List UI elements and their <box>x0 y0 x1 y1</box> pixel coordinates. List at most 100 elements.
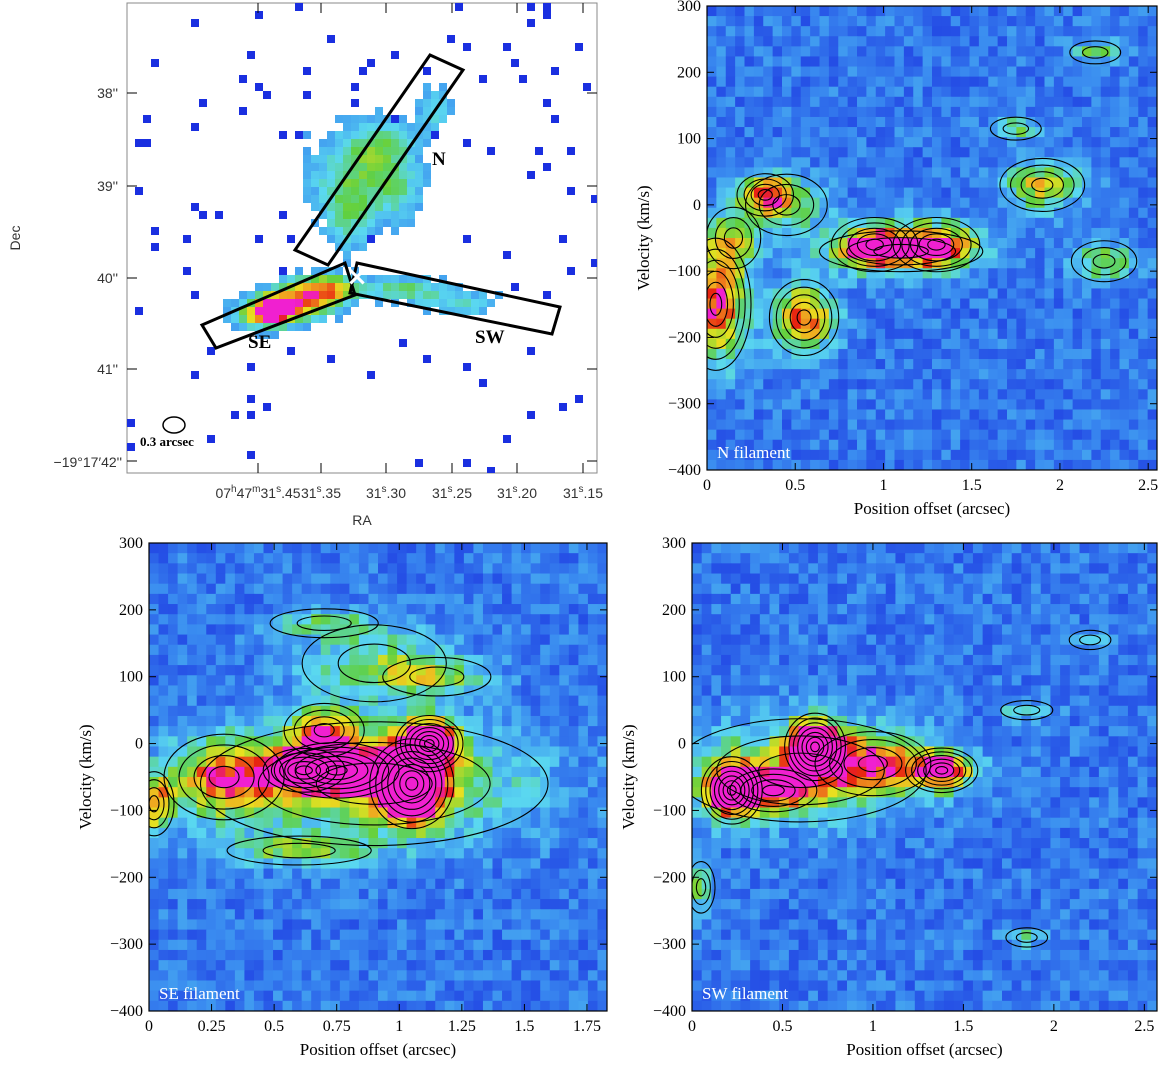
pv-pixel <box>234 899 246 910</box>
pv-pixel <box>158 919 169 931</box>
map-pixel <box>143 139 151 147</box>
pv-pixel <box>521 878 532 890</box>
pv-pixel <box>168 939 179 951</box>
pv-pixel <box>368 746 379 758</box>
pv-pixel <box>234 695 246 707</box>
pv-pixel <box>492 848 503 859</box>
pv-pixel <box>397 604 408 615</box>
pv-pixel <box>1016 26 1027 37</box>
pv-pixel <box>1110 137 1121 148</box>
pv-pixel <box>511 726 522 737</box>
pv-pixel <box>521 726 532 737</box>
pv-pixel <box>587 888 599 900</box>
pv-pixel <box>725 217 736 229</box>
pv-pixel <box>530 888 541 900</box>
pv-pixel <box>1072 127 1083 138</box>
pv-pixel <box>950 369 961 380</box>
pv-pixel <box>941 308 952 320</box>
pv-pixel <box>969 399 980 411</box>
pv-pixel <box>1035 6 1046 17</box>
pv-pixel <box>857 217 867 229</box>
pv-pixel <box>725 409 736 421</box>
pv-pixel <box>922 449 933 461</box>
pv-pixel <box>810 328 821 340</box>
map-pixel <box>351 115 359 123</box>
pv-pixel <box>502 705 513 717</box>
pv-pixel <box>282 665 293 676</box>
pv-pixel <box>301 899 312 910</box>
pv-pixel <box>463 573 475 585</box>
pv-pixel <box>772 419 783 431</box>
pv-pixel <box>435 848 446 859</box>
pv-pixel <box>725 248 736 259</box>
pv-pixel <box>549 553 560 564</box>
pv-pixel <box>903 328 914 340</box>
pv-pixel <box>828 459 839 470</box>
map-pixel <box>399 163 407 171</box>
pv-pixel <box>978 238 989 249</box>
pv-pixel <box>597 878 607 890</box>
pv-pixel <box>330 899 341 910</box>
pv-pixel <box>847 308 858 320</box>
pv-pixel <box>578 614 589 625</box>
pv-pixel <box>716 157 727 168</box>
pv-pixel <box>330 878 341 890</box>
map-pixel <box>407 123 415 131</box>
pv-pixel <box>482 909 494 921</box>
pv-pixel <box>772 217 783 229</box>
map-pixel <box>367 227 375 235</box>
pv-pixel <box>282 919 293 931</box>
pv-pixel <box>273 654 284 666</box>
pv-pixel <box>530 878 541 890</box>
pv-pixel <box>791 459 802 470</box>
pv-pixel <box>1147 379 1157 390</box>
pv-pixel <box>568 634 579 646</box>
pv-pixel <box>1053 248 1064 259</box>
map-pixel <box>439 115 447 123</box>
pv-pixel <box>941 56 952 68</box>
pv-pixel <box>463 644 475 656</box>
pv-pixel <box>1063 157 1074 168</box>
pv-pixel <box>1100 227 1111 239</box>
map-pixel <box>447 35 455 43</box>
pv-pixel <box>292 797 303 809</box>
pv-pixel <box>744 389 755 400</box>
pv-pixel <box>922 177 933 189</box>
map-pixel <box>455 291 463 299</box>
pv-pixel <box>913 338 924 350</box>
pv-pixel <box>1053 227 1064 239</box>
pv-pixel <box>1063 26 1074 37</box>
pv-pixel <box>473 909 484 921</box>
map-pixel <box>239 299 247 307</box>
pv-pixel <box>397 654 408 666</box>
pv-pixel <box>1053 36 1064 47</box>
pv-pixel <box>387 634 398 646</box>
pv-pixel <box>292 614 303 625</box>
pv-pixel <box>941 409 952 421</box>
pv-pixel <box>1025 268 1036 279</box>
pv-pixel <box>378 970 389 982</box>
pv-pixel <box>1053 288 1064 300</box>
pv-pixel <box>444 756 455 768</box>
pv-pixel <box>828 328 839 340</box>
pv-pixel <box>482 807 494 819</box>
pv-pixel <box>810 167 821 179</box>
pv-pixel <box>320 990 331 1002</box>
pv-pixel <box>1072 147 1083 158</box>
pv-pixel <box>578 980 589 992</box>
pv-pixel <box>753 379 764 390</box>
pv-pixel <box>244 909 255 921</box>
pv-pixel <box>1119 86 1130 98</box>
pv-pixel <box>320 604 331 615</box>
pv-pixel <box>330 715 341 727</box>
pv-pixel <box>215 654 226 666</box>
pv-pixel <box>1072 227 1083 239</box>
pv-pixel <box>978 147 989 158</box>
pv-pixel <box>1025 369 1036 380</box>
pv-pixel <box>263 838 274 849</box>
pv-pixel <box>1044 328 1055 340</box>
pv-pixel <box>540 929 551 941</box>
pv-pixel <box>425 624 436 636</box>
pv-pixel <box>707 288 717 300</box>
pv-pixel <box>1119 238 1130 249</box>
